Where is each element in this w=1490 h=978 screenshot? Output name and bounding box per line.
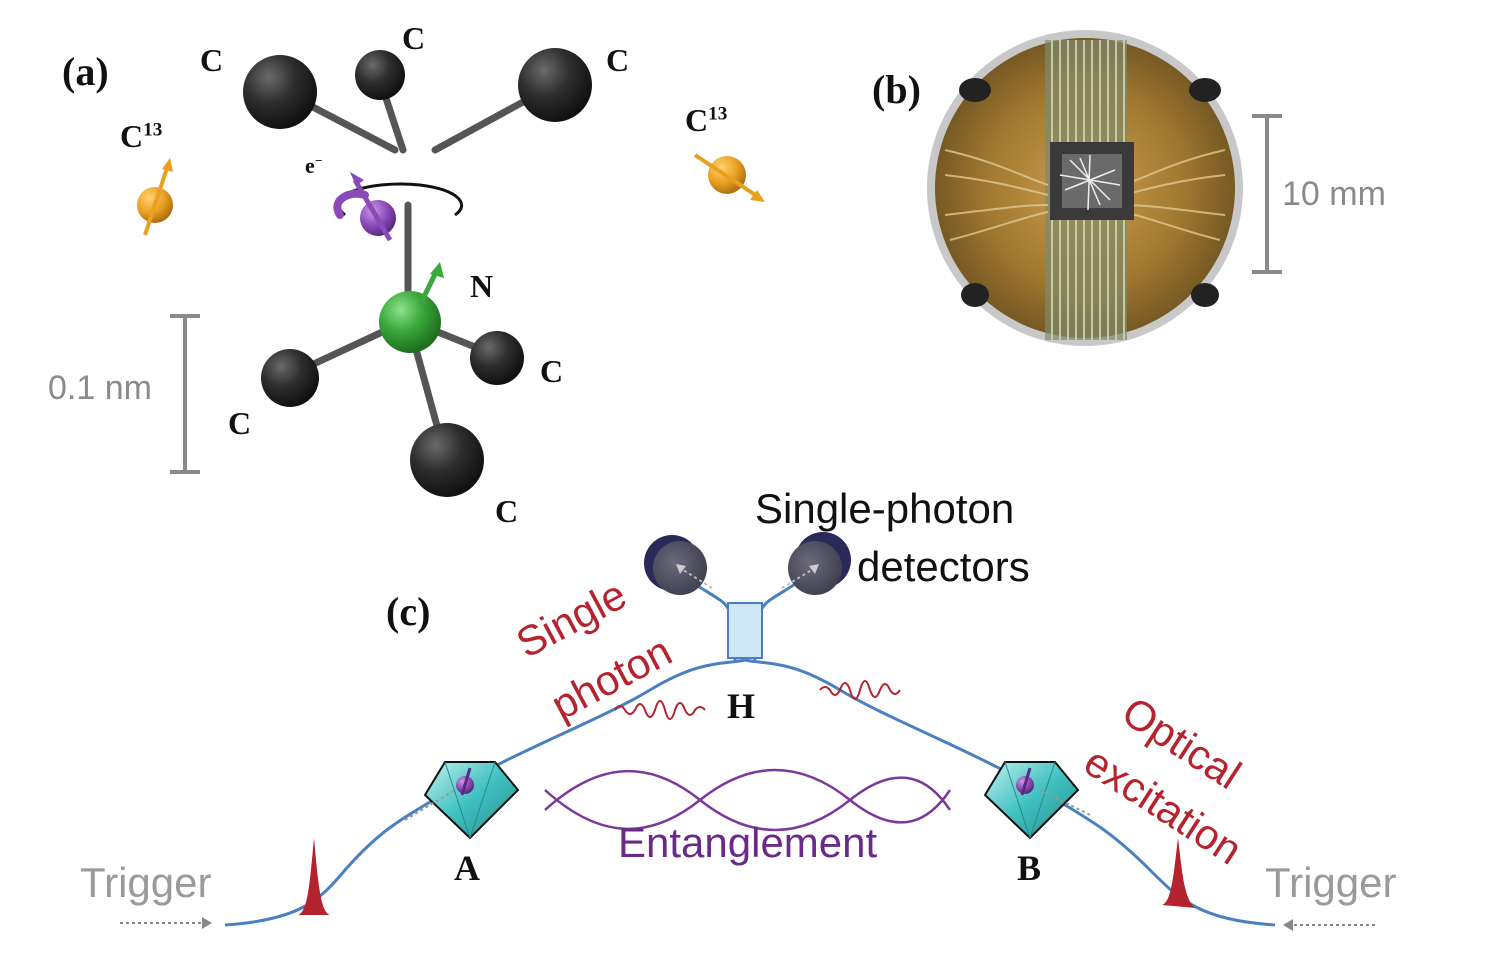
carbon-label: C (402, 20, 426, 56)
detectors-label-line2: detectors (857, 543, 1030, 590)
nitrogen-spin-arrow (417, 268, 440, 307)
carbon-label: C (228, 405, 252, 441)
c13-label-left: C13 (120, 118, 163, 154)
scale-label-b: 10 mm (1282, 175, 1386, 213)
c13-spin-right-head (750, 190, 765, 202)
photo-corner (1189, 78, 1221, 102)
electron-label: e− (305, 152, 323, 178)
nitrogen-atom (379, 291, 441, 353)
scale-label-a: 0.1 nm (48, 369, 152, 407)
photo-corner (961, 283, 989, 307)
scale-bar-a (170, 314, 200, 474)
c13-spin-right (693, 153, 762, 200)
entanglement-wave-1 (544, 770, 952, 832)
panel-b-label: (b) (872, 67, 921, 112)
diamond-node-b (983, 761, 1091, 840)
scale-bar-b (1252, 114, 1282, 274)
trigger-arrow-left (120, 917, 212, 929)
panel-a-label: (a) (62, 49, 109, 94)
panel-c (120, 532, 1375, 931)
panel-b (927, 30, 1282, 346)
pulse-left (298, 838, 330, 915)
carbon-label: C (540, 353, 564, 389)
node-b-label: B (1017, 848, 1042, 888)
detectors-label-line1: Single-photon (755, 485, 1015, 532)
trigger-arrow-right (1283, 919, 1375, 931)
carbon-atom (261, 349, 319, 407)
photo-corner (959, 78, 991, 102)
electron-spin-arrow (352, 178, 393, 242)
diamond-node-a (404, 761, 520, 840)
c13-spin-left-head (162, 158, 173, 172)
nitrogen-label: N (470, 268, 494, 304)
bond-wires (1059, 154, 1121, 211)
carbon-label: C (200, 42, 224, 78)
bonds (286, 76, 549, 459)
carbon-label: C (495, 493, 519, 529)
orbit-arc (336, 182, 463, 217)
photo-corner (1191, 283, 1219, 307)
entanglement-label: Entanglement (618, 819, 878, 866)
electron-spin-arrowhead (350, 172, 364, 186)
electron-orbit (333, 189, 369, 219)
detector-right (781, 532, 851, 595)
panel-a (137, 48, 765, 497)
pulse-right (1162, 838, 1196, 908)
carbon-atom (410, 423, 484, 497)
carbon-atom (243, 55, 317, 129)
node-a-label: A (454, 848, 480, 888)
entanglement-wave-2 (544, 768, 952, 830)
c13-spin-left (143, 164, 170, 236)
trigger-label-left: Trigger (80, 859, 212, 906)
beam-splitter (727, 602, 763, 659)
c13-label-right: C13 (685, 102, 728, 138)
photon-wavepacket-right (819, 680, 901, 700)
carbon-atom (518, 48, 592, 122)
nitrogen-spin-arrowhead (430, 262, 444, 278)
carbon-label: C (606, 42, 630, 78)
beam-splitter-label: H (727, 686, 756, 726)
trigger-label-right: Trigger (1265, 859, 1397, 906)
carbon-atom (470, 331, 524, 385)
photon-wavepacket-left (614, 700, 706, 720)
panel-c-label: (c) (386, 589, 431, 634)
detector-left (644, 535, 713, 595)
carbon-atom (355, 50, 405, 100)
